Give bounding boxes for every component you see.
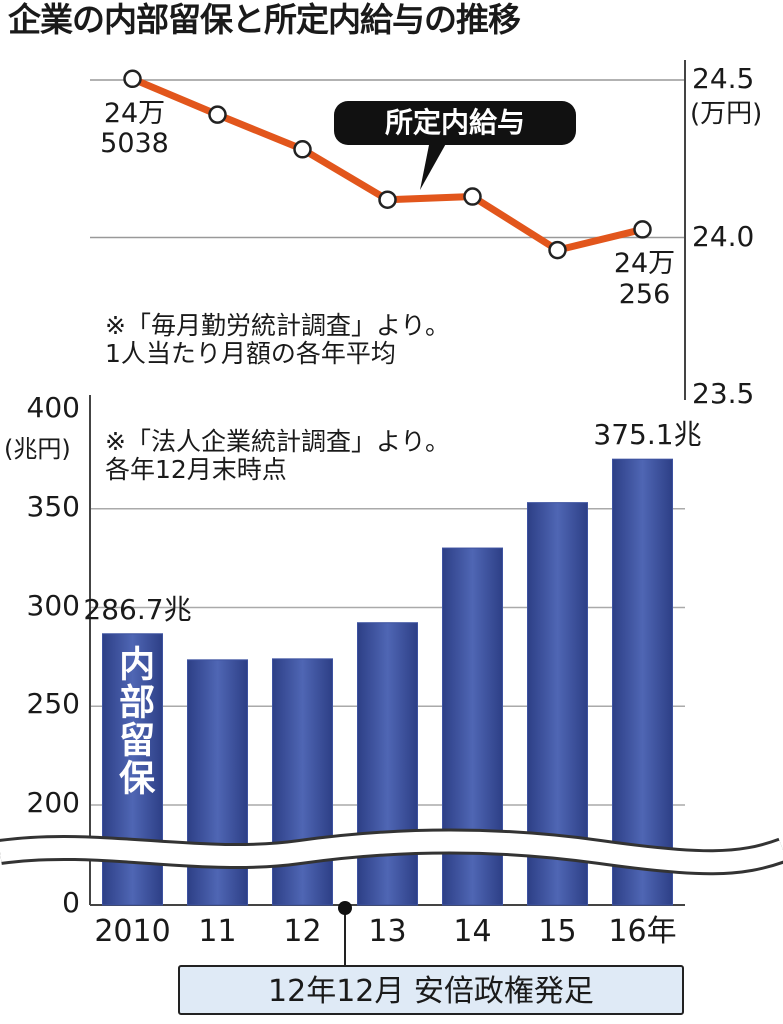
bar (272, 658, 333, 906)
y-tick-label: 23.5 (692, 377, 755, 410)
y-tick-label: 350 (26, 489, 80, 523)
series-callout: 所定内給与 (334, 101, 576, 145)
y-tick-label: 250 (26, 687, 80, 721)
y-tick-label: 400 (26, 391, 80, 424)
bar-series-label: 内部留保 (113, 645, 155, 797)
value-label: 375.1兆 (593, 418, 702, 452)
line-point (123, 69, 142, 89)
line-point (548, 240, 567, 260)
line-point (378, 190, 397, 209)
y-tick-label: 24.0 (692, 219, 755, 253)
x-tick-label: 12 (283, 914, 322, 949)
value-label: 24万 256 (613, 248, 676, 310)
axis-break (0, 828, 783, 876)
y-tick-label: 0 (62, 886, 80, 919)
y-tick-label: 24.5 (692, 62, 755, 95)
bar (612, 458, 673, 906)
x-tick-label: 11 (198, 914, 237, 949)
y-tick-label: 300 (26, 588, 80, 622)
x-tick-label: 16年 (608, 914, 677, 949)
x-tick-label: 15 (538, 914, 577, 949)
note: ※「法人企業統計調査」より。 各年12月末時点 (105, 427, 450, 484)
x-tick-label: 2010 (94, 914, 171, 949)
y-axis-label: (万円) (690, 99, 763, 129)
line-point (208, 105, 227, 124)
line-point (293, 140, 312, 159)
event-annotation: 12年12月 安倍政権発足 (178, 965, 684, 1015)
note: ※「毎月勤労統計調査」より。 1人当たり月額の各年平均 (105, 311, 450, 368)
value-label: 286.7兆 (83, 592, 192, 626)
y-tick-label: 200 (26, 786, 80, 819)
event-marker (338, 901, 352, 915)
bar (357, 622, 418, 906)
line-point (633, 220, 652, 239)
value-label: 24万 5038 (100, 97, 169, 160)
line-point (463, 187, 482, 206)
x-tick-label: 14 (453, 914, 492, 949)
x-tick-label: 13 (368, 914, 407, 949)
callout-pointer (420, 140, 448, 190)
y-axis-label: (兆円) (4, 435, 71, 463)
title: 企業の内部留保と所定内給与の推移 (8, 0, 521, 39)
